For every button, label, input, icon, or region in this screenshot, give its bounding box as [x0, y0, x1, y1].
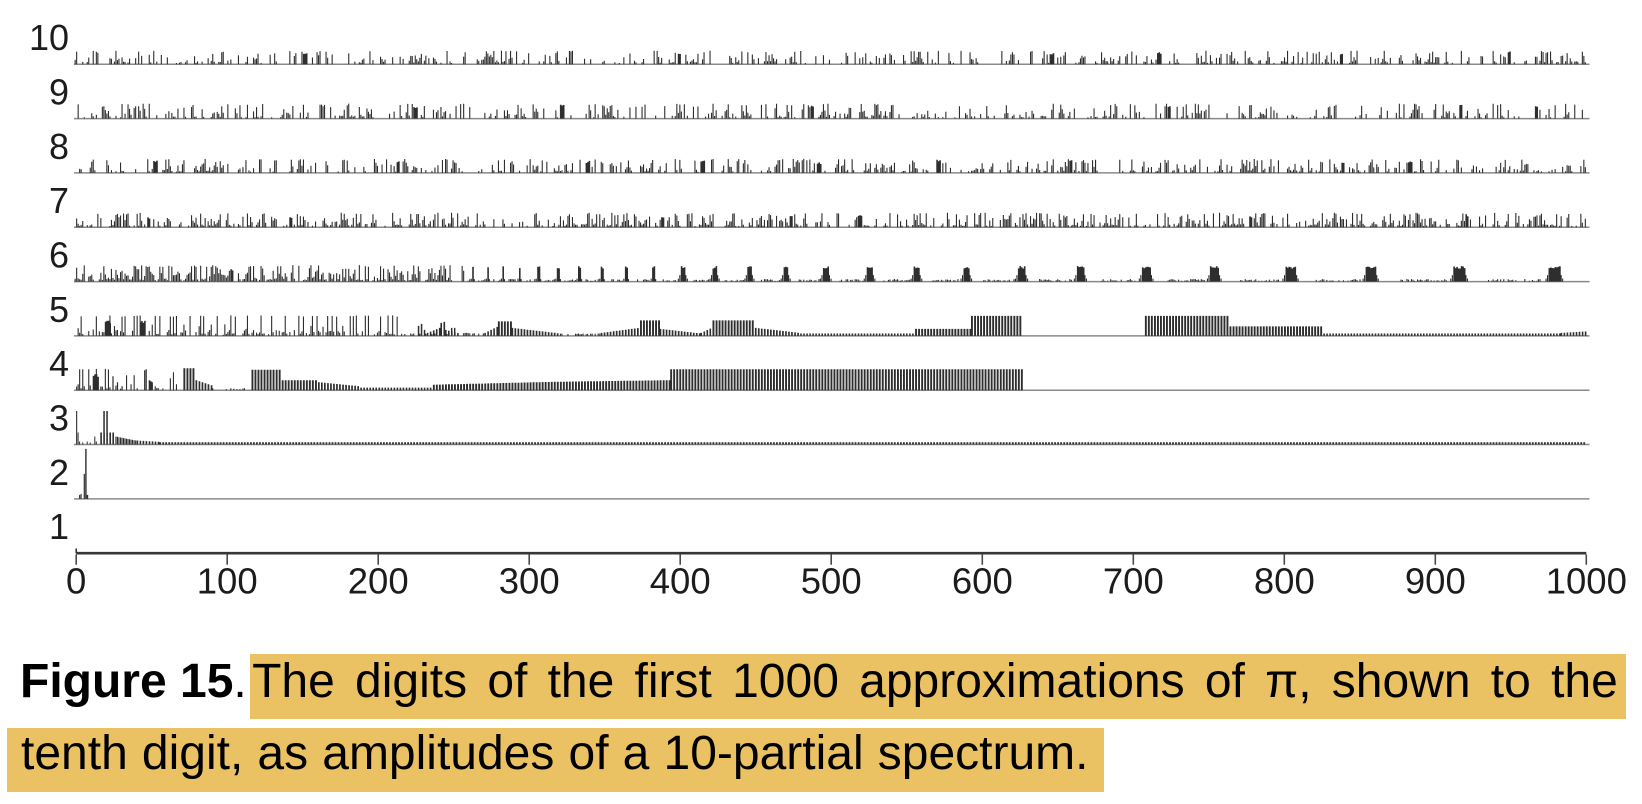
svg-text:1000: 1000 — [1546, 561, 1627, 602]
svg-text:500: 500 — [801, 561, 862, 602]
svg-text:1: 1 — [49, 506, 69, 547]
svg-text:900: 900 — [1405, 561, 1466, 602]
svg-text:6: 6 — [49, 235, 69, 276]
svg-text:100: 100 — [197, 561, 258, 602]
svg-text:300: 300 — [499, 561, 560, 602]
svg-text:700: 700 — [1103, 561, 1164, 602]
svg-text:3: 3 — [49, 398, 69, 439]
svg-text:400: 400 — [650, 561, 711, 602]
svg-text:200: 200 — [348, 561, 409, 602]
svg-text:2: 2 — [49, 452, 69, 493]
svg-text:8: 8 — [49, 126, 69, 167]
svg-text:0: 0 — [66, 561, 86, 602]
svg-text:800: 800 — [1254, 561, 1315, 602]
svg-text:9: 9 — [49, 72, 69, 113]
svg-text:5: 5 — [49, 289, 69, 330]
svg-text:7: 7 — [49, 180, 69, 221]
svg-text:4: 4 — [49, 343, 69, 384]
svg-text:10: 10 — [29, 17, 69, 58]
svg-text:600: 600 — [952, 561, 1013, 602]
